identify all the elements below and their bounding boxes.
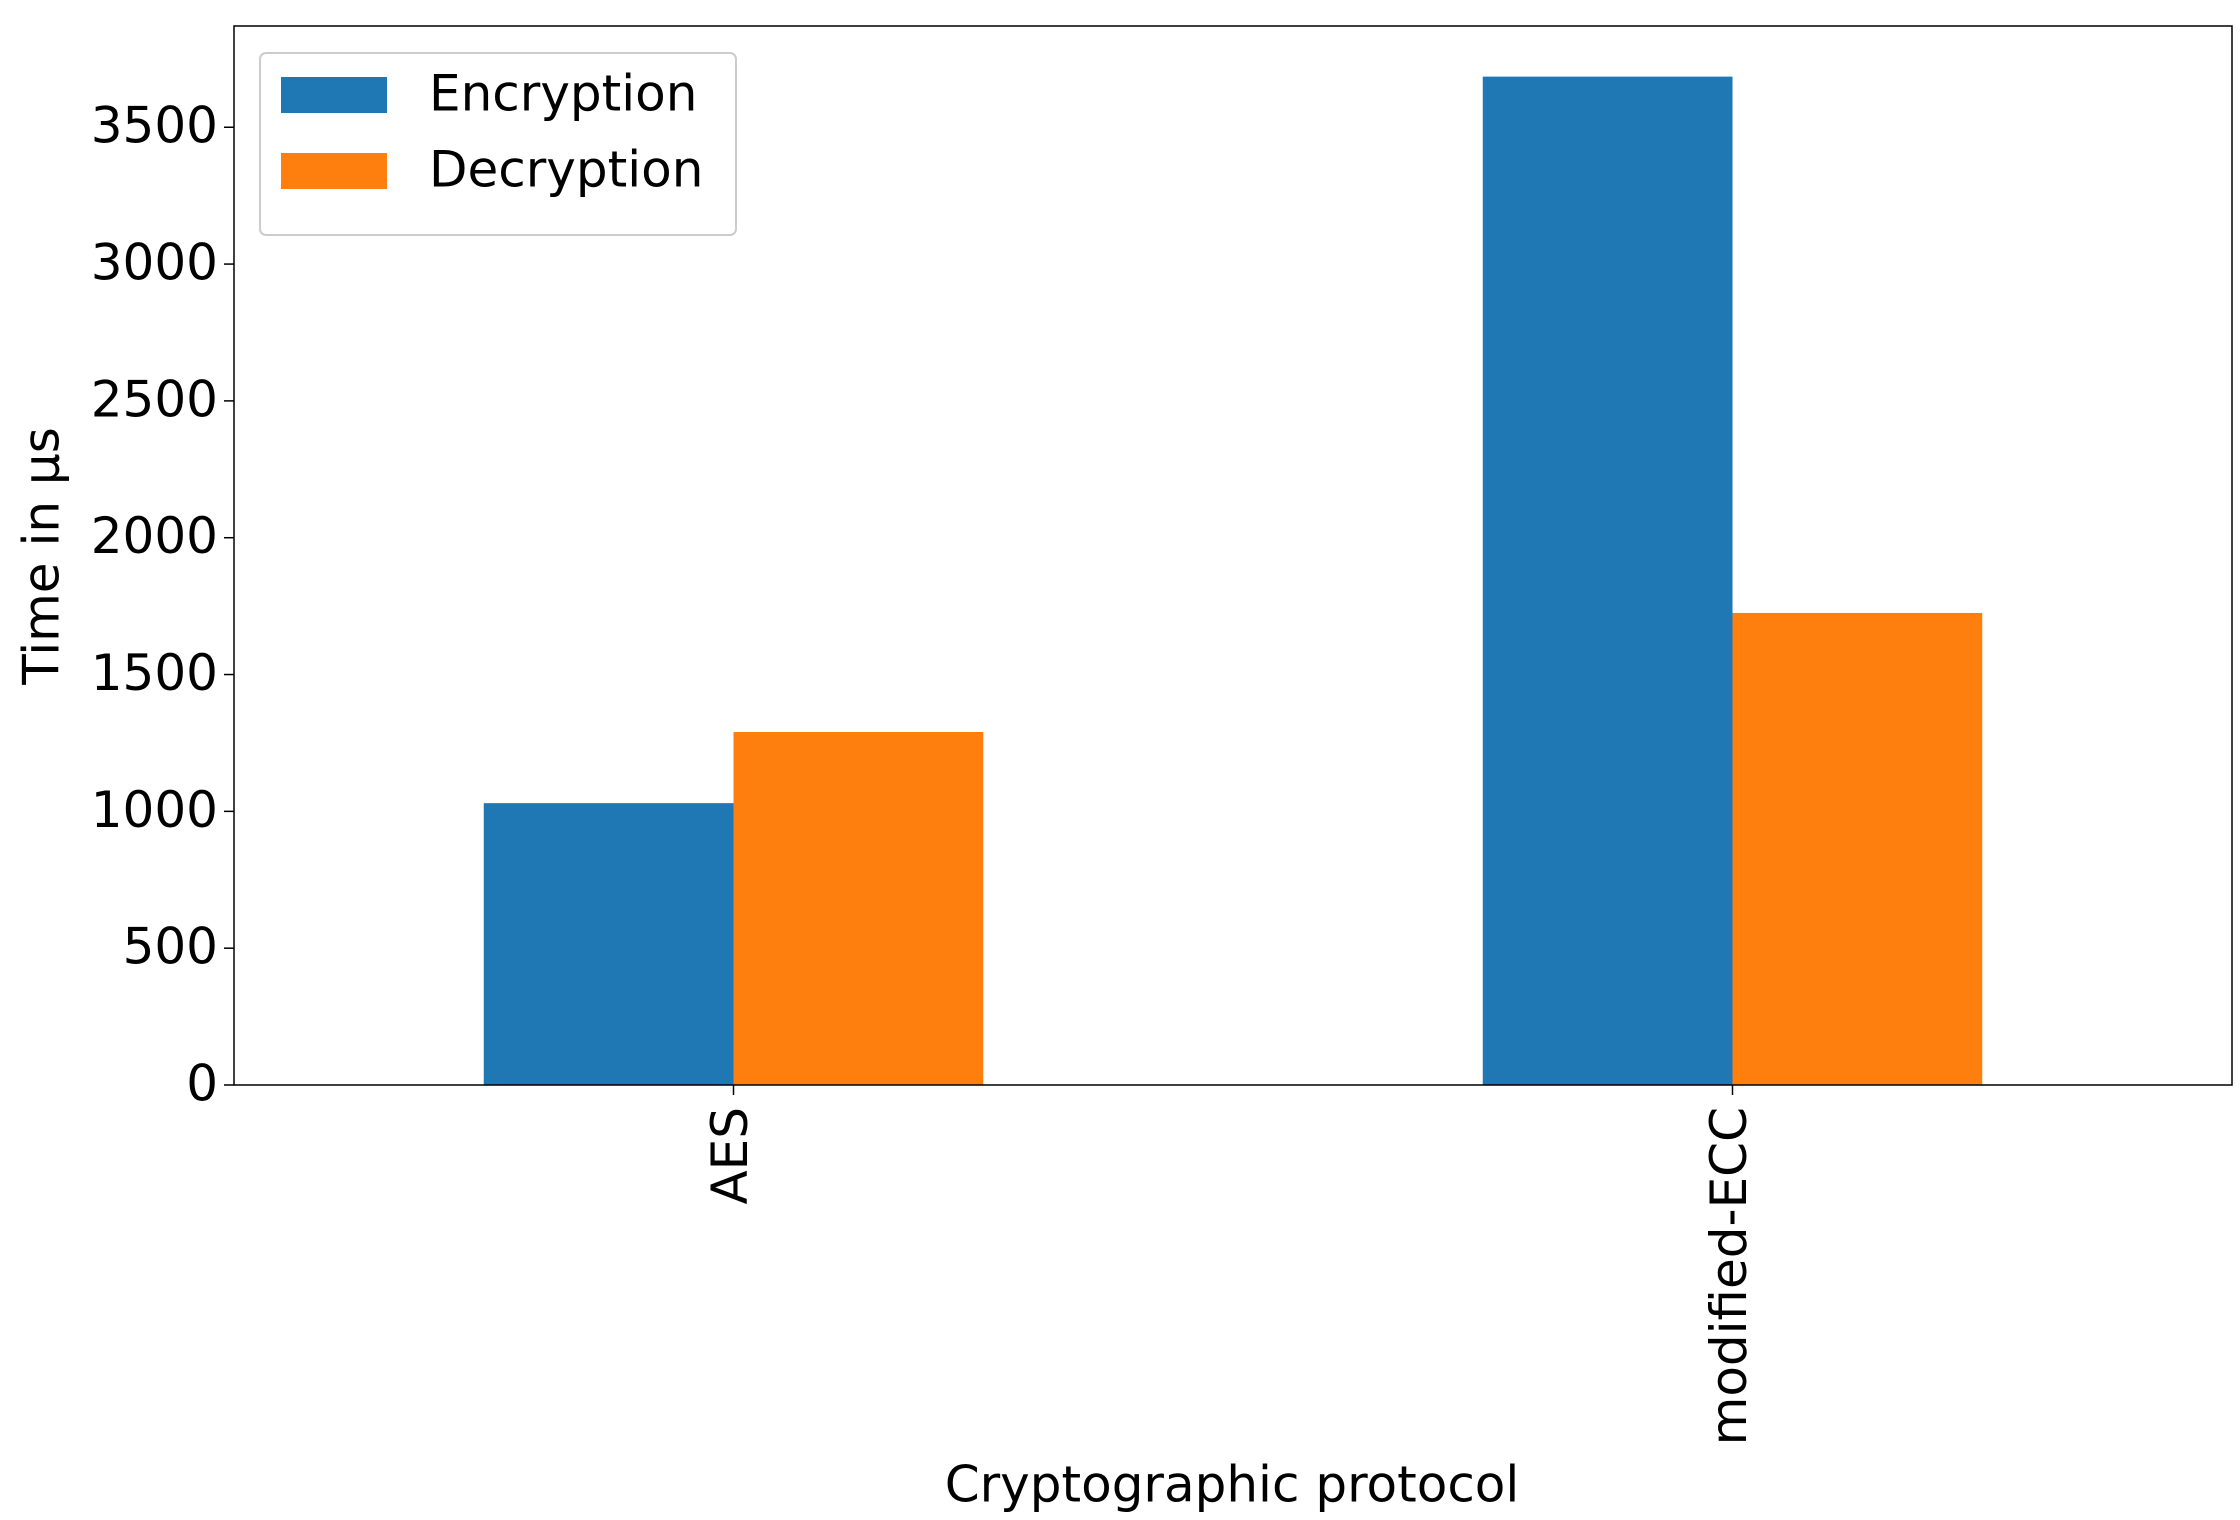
y-tick-label: 3000: [91, 234, 218, 292]
y-tick-label: 0: [186, 1055, 218, 1113]
legend-swatch: [281, 153, 387, 189]
x-tick-label: AES: [701, 1107, 759, 1205]
y-tick-label: 2000: [91, 507, 218, 565]
y-tick-label: 1000: [91, 781, 218, 839]
legend-label: Encryption: [429, 65, 697, 123]
plot-frame: [233, 25, 2233, 1086]
x-axis-label: Cryptographic protocol: [945, 1456, 1520, 1514]
bar: [1482, 76, 1733, 1086]
bar: [733, 732, 984, 1085]
y-tick-label: 2500: [91, 370, 218, 428]
y-tick-label: 500: [123, 918, 218, 976]
y-tick-label: 1500: [91, 644, 218, 702]
legend-label: Decryption: [429, 141, 703, 199]
legend-swatch: [281, 77, 387, 113]
y-axis-label: Time in µs: [13, 427, 71, 686]
bar: [483, 803, 734, 1085]
x-tick-label: modified-ECC: [1700, 1107, 1758, 1445]
bar: [1732, 612, 1983, 1085]
y-tick-label: 3500: [91, 97, 218, 155]
